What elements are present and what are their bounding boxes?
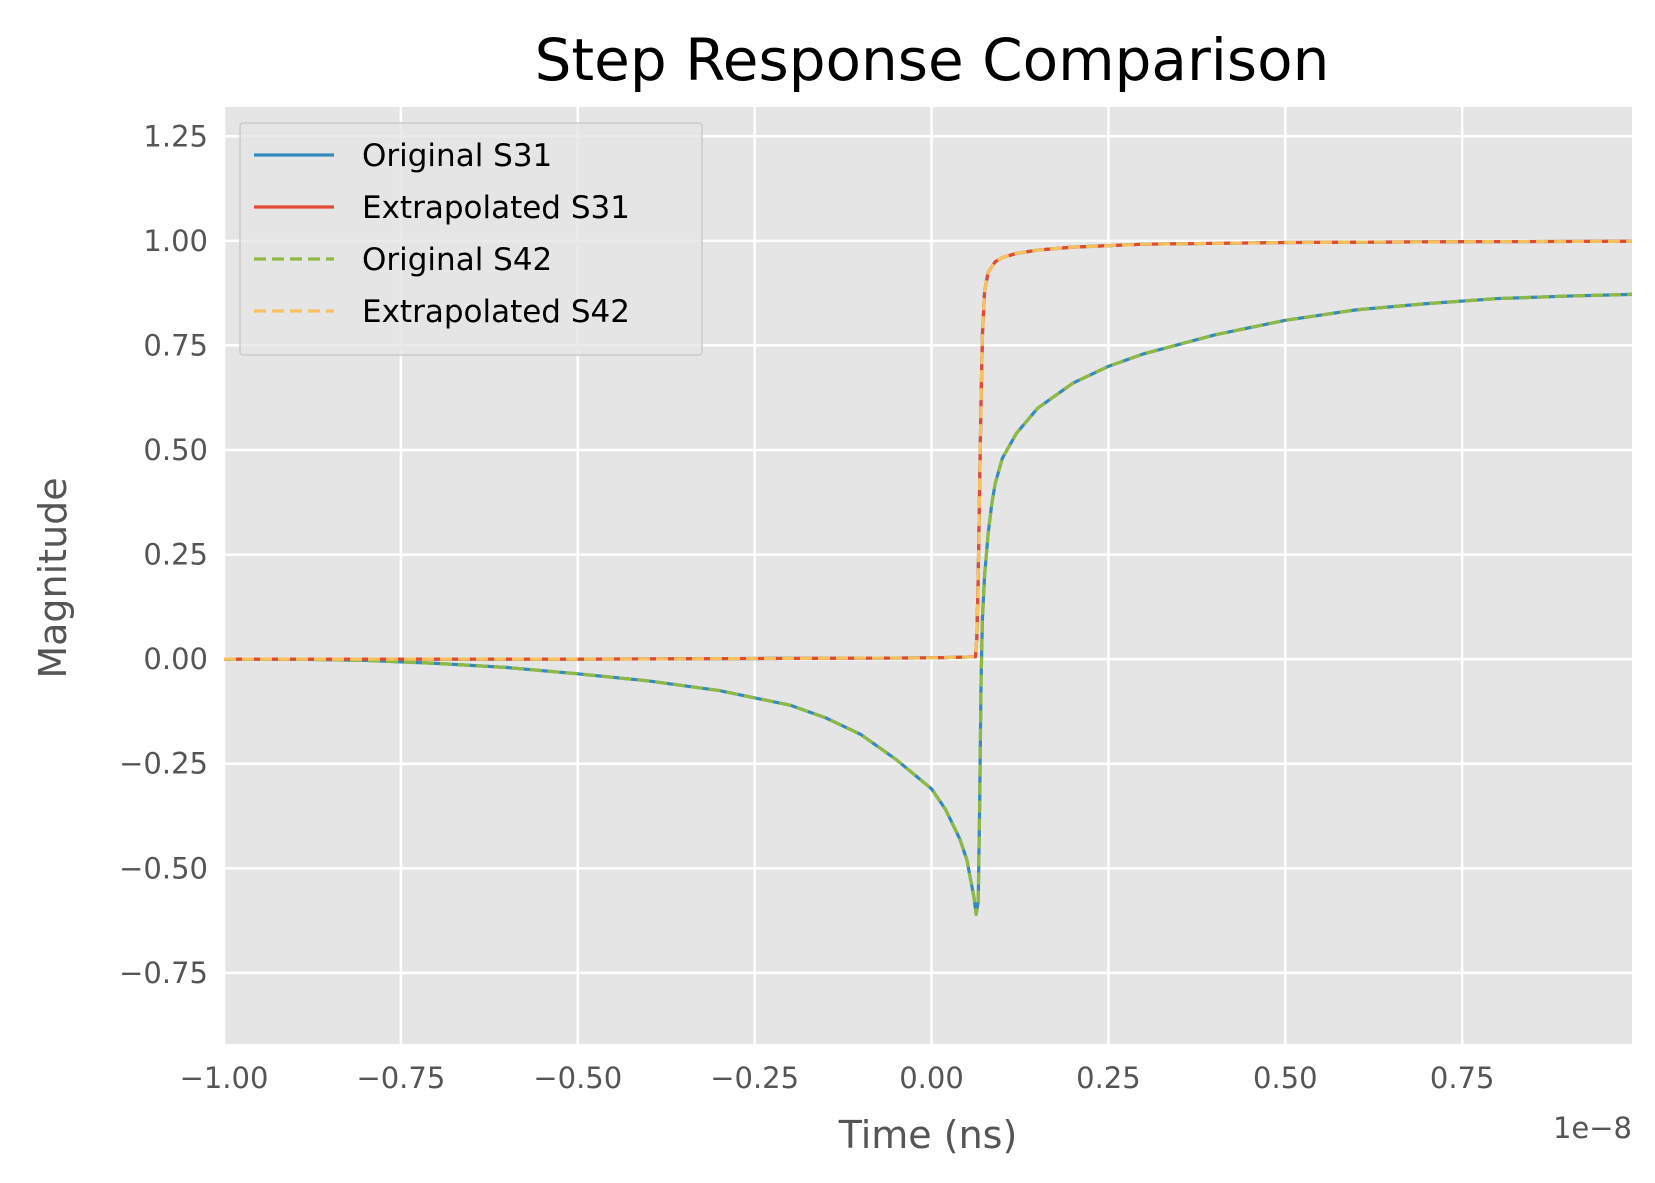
y-tick-label: 1.00 — [143, 224, 208, 258]
x-tick-label: 0.50 — [1253, 1061, 1318, 1095]
legend-box — [239, 122, 703, 356]
y-tick-label: −0.50 — [119, 851, 208, 885]
legend-entry: Original S42 — [362, 242, 552, 278]
y-tick-label: −0.25 — [119, 747, 208, 781]
x-tick-label: −0.50 — [533, 1061, 622, 1095]
y-tick-label: 0.00 — [143, 642, 208, 676]
legend-entry: Original S31 — [362, 138, 552, 174]
x-tick-label: 0.00 — [899, 1061, 964, 1095]
series-line-extrapolated-s42 — [224, 239, 1633, 661]
y-axis-label: Magnitude — [31, 477, 75, 678]
y-tick-label: 0.50 — [143, 433, 208, 467]
legend-entry: Extrapolated S42 — [362, 294, 630, 330]
x-tick-label: −0.25 — [710, 1061, 799, 1095]
y-tick-labels: −0.75 −0.50 −0.25 0.00 0.25 0.50 0.75 1.00 1.25 — [119, 119, 208, 990]
x-tick-label: 0.25 — [1076, 1061, 1141, 1095]
legend-entry: Extrapolated S31 — [362, 190, 630, 226]
legend: Original S31 Extrapolated S31 Original S42… — [239, 122, 703, 356]
x-tick-label: −1.00 — [180, 1061, 269, 1095]
x-tick-label: 0.75 — [1430, 1061, 1495, 1095]
x-tick-label: −0.75 — [356, 1061, 445, 1095]
chart-title: Step Response Comparison — [535, 26, 1330, 94]
x-axis-label: Time (ns) — [838, 1113, 1018, 1157]
y-tick-label: 1.25 — [143, 119, 208, 153]
y-tick-label: 0.25 — [143, 538, 208, 572]
y-tick-label: 0.75 — [143, 328, 208, 362]
y-tick-label: −0.75 — [119, 956, 208, 990]
series-line-original-s42 — [224, 292, 1633, 916]
x-tick-labels: −1.00 −0.75 −0.50 −0.25 0.00 0.25 0.50 0.75 — [180, 1061, 1495, 1095]
x-offset-label: 1e−8 — [1553, 1111, 1632, 1145]
series-layer — [224, 239, 1633, 916]
